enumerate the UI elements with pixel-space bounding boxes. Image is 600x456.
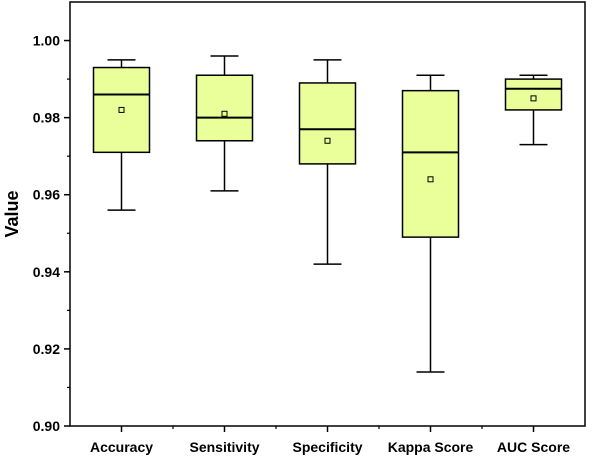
- x-tick-label: AUC Score: [497, 439, 570, 455]
- y-tick-label: 0.90: [33, 418, 60, 434]
- iqr-box: [401, 89, 460, 238]
- boxes: [92, 55, 563, 373]
- box-accuracy: [92, 59, 151, 211]
- box-specificity: [298, 59, 357, 265]
- iqr-box: [504, 78, 563, 111]
- mean-marker: [221, 110, 228, 117]
- iqr-box: [92, 66, 151, 154]
- box-sensitivity: [195, 55, 254, 192]
- mean-marker: [324, 137, 331, 144]
- mean-marker: [118, 106, 125, 113]
- x-tick-label: Kappa Score: [388, 439, 474, 455]
- iqr-box: [298, 82, 357, 165]
- mean-marker: [530, 95, 537, 102]
- box-kappa-score: [401, 74, 460, 373]
- y-tick-label: 0.96: [33, 187, 60, 203]
- axes: 0.90 0.92 0.94 0.96 0.98 1.00 Accuracy Sensitiv…: [33, 1, 586, 455]
- x-tick-label: Specificity: [292, 439, 362, 455]
- x-tick-label: Sensitivity: [189, 439, 259, 455]
- y-tick-label: 1.00: [33, 33, 60, 49]
- box-auc-score: [504, 74, 563, 146]
- y-axis-title: Value: [2, 190, 22, 237]
- y-tick-label: 0.94: [33, 264, 60, 280]
- y-tick-label: 0.92: [33, 341, 60, 357]
- iqr-box: [195, 74, 254, 142]
- x-tick-label: Accuracy: [90, 439, 153, 455]
- mean-marker: [427, 176, 434, 183]
- y-tick-label: 0.98: [33, 110, 60, 126]
